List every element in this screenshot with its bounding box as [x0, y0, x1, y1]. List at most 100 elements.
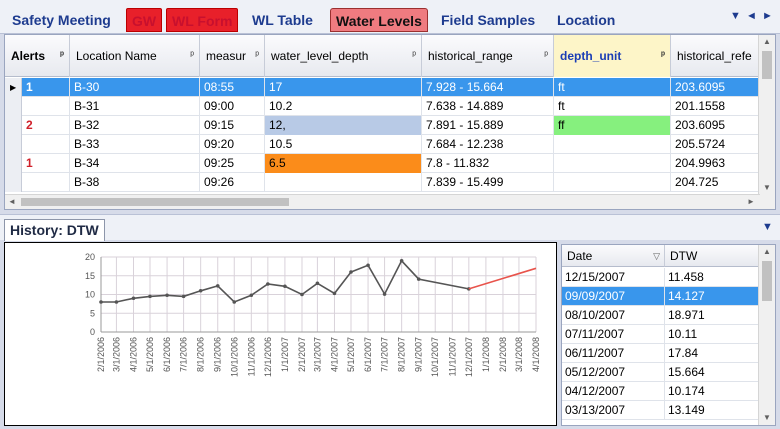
- tab-field-samples[interactable]: Field Samples: [441, 12, 536, 28]
- cell-date[interactable]: 07/11/2007: [562, 325, 665, 344]
- cell-date[interactable]: 04/12/2007: [562, 382, 665, 401]
- cell-depth-unit[interactable]: ff: [554, 116, 671, 135]
- table-row[interactable]: B-33 09:20 10.5 7.684 - 12.238 205.5724: [5, 135, 775, 154]
- cell-location-name[interactable]: B-31: [70, 97, 200, 116]
- tab-wl-form[interactable]: WL Form: [166, 8, 239, 32]
- cell-location-name[interactable]: B-33: [70, 135, 200, 154]
- cell-depth-unit[interactable]: [554, 173, 671, 192]
- history-vertical-scrollbar[interactable]: ▲ ▼: [758, 245, 775, 425]
- column-header-location-name[interactable]: Location Name ᵖ: [70, 35, 200, 77]
- grid-horizontal-scroll-thumb[interactable]: [21, 198, 289, 206]
- cell-measure-time[interactable]: 09:20: [200, 135, 265, 154]
- cell-dtw[interactable]: 10.174: [665, 382, 760, 401]
- scroll-right-icon[interactable]: ►: [747, 197, 755, 206]
- tab-history-dtw[interactable]: History: DTW: [4, 219, 105, 241]
- row-selector[interactable]: [5, 173, 22, 192]
- cell-depth-unit[interactable]: ft: [554, 97, 671, 116]
- cell-water-level-depth[interactable]: [265, 173, 422, 192]
- list-item[interactable]: 06/11/2007 17.84: [562, 344, 760, 363]
- row-selector[interactable]: ▶: [5, 78, 22, 97]
- cell-dtw[interactable]: 13.149: [665, 401, 760, 420]
- cell-alerts[interactable]: [22, 97, 70, 116]
- scroll-left-icon[interactable]: ◄: [8, 197, 16, 206]
- tab-safety-meeting[interactable]: Safety Meeting: [12, 12, 111, 28]
- cell-date[interactable]: 09/09/2007: [562, 287, 665, 306]
- filter-icon[interactable]: ▽: [653, 251, 660, 261]
- list-item[interactable]: 12/15/2007 11.458: [562, 268, 760, 287]
- cell-measure-time[interactable]: 09:15: [200, 116, 265, 135]
- list-item[interactable]: 05/12/2007 15.664: [562, 363, 760, 382]
- scroll-up-icon[interactable]: ▲: [763, 247, 771, 256]
- tab-list-dropdown-icon[interactable]: ▼: [730, 10, 741, 22]
- table-row[interactable]: B-38 09:26 7.839 - 15.499 204.725: [5, 173, 775, 192]
- cell-water-level-depth[interactable]: 17: [265, 78, 422, 97]
- cell-date[interactable]: 05/12/2007: [562, 363, 665, 382]
- column-header-dtw[interactable]: DTW: [665, 245, 760, 267]
- pin-icon[interactable]: ᵖ: [544, 50, 548, 61]
- cell-historical-range[interactable]: 7.839 - 15.499: [422, 173, 554, 192]
- cell-water-level-depth[interactable]: 6.5: [265, 154, 422, 173]
- cell-water-level-depth[interactable]: 10.2: [265, 97, 422, 116]
- scroll-up-icon[interactable]: ▲: [763, 37, 771, 46]
- table-row[interactable]: B-31 09:00 10.2 7.638 - 14.889 ft 201.1558: [5, 97, 775, 116]
- cell-historical-reference[interactable]: 201.1558: [671, 97, 775, 116]
- row-selector[interactable]: [5, 135, 22, 154]
- list-item[interactable]: 07/11/2007 10.11: [562, 325, 760, 344]
- list-item[interactable]: 03/13/2007 13.149: [562, 401, 760, 420]
- pin-icon[interactable]: ᵖ: [190, 50, 194, 61]
- list-item[interactable]: 08/10/2007 18.971: [562, 306, 760, 325]
- row-selector[interactable]: [5, 116, 22, 135]
- cell-location-name[interactable]: B-38: [70, 173, 200, 192]
- cell-depth-unit[interactable]: [554, 154, 671, 173]
- cell-measure-time[interactable]: 09:26: [200, 173, 265, 192]
- cell-dtw[interactable]: 10.11: [665, 325, 760, 344]
- history-dropdown-icon[interactable]: ▼: [762, 221, 773, 233]
- list-item[interactable]: 09/09/2007 14.127: [562, 287, 760, 306]
- tab-location[interactable]: Location: [557, 12, 616, 28]
- cell-dtw[interactable]: 14.127: [665, 287, 760, 306]
- cell-historical-reference[interactable]: 203.6095: [671, 116, 775, 135]
- scroll-down-icon[interactable]: ▼: [763, 183, 771, 192]
- cell-location-name[interactable]: B-32: [70, 116, 200, 135]
- cell-dtw[interactable]: 18.971: [665, 306, 760, 325]
- cell-date[interactable]: 06/11/2007: [562, 344, 665, 363]
- cell-alerts[interactable]: [22, 173, 70, 192]
- cell-alerts[interactable]: [22, 135, 70, 154]
- history-vertical-scroll-thumb[interactable]: [762, 261, 772, 301]
- pin-icon[interactable]: ᵖ: [255, 50, 259, 61]
- grid-vertical-scroll-thumb[interactable]: [762, 51, 772, 79]
- cell-historical-reference[interactable]: 205.5724: [671, 135, 775, 154]
- column-header-historical-reference[interactable]: historical_refe: [671, 35, 775, 77]
- cell-historical-reference[interactable]: 203.6095: [671, 78, 775, 97]
- row-selector[interactable]: [5, 97, 22, 116]
- cell-measure-time[interactable]: 08:55: [200, 78, 265, 97]
- cell-dtw[interactable]: 11.458: [665, 268, 760, 287]
- cell-alerts[interactable]: 1: [22, 154, 70, 173]
- cell-historical-range[interactable]: 7.638 - 14.889: [422, 97, 554, 116]
- cell-historical-range[interactable]: 7.8 - 11.832: [422, 154, 554, 173]
- pin-icon[interactable]: ᵖ: [60, 50, 64, 61]
- cell-depth-unit[interactable]: [554, 135, 671, 154]
- row-selector[interactable]: [5, 154, 22, 173]
- table-row[interactable]: ▶ 1 B-30 08:55 17 7.928 - 15.664 ft 203.6095: [5, 78, 775, 97]
- tab-water-levels[interactable]: Water Levels: [330, 8, 428, 32]
- cell-date[interactable]: 08/10/2007: [562, 306, 665, 325]
- tab-wl-table[interactable]: WL Table: [252, 12, 313, 28]
- table-row[interactable]: 1 B-34 09:25 6.5 7.8 - 11.832 204.9963: [5, 154, 775, 173]
- tab-gw[interactable]: GW: [126, 8, 163, 32]
- cell-dtw[interactable]: 15.664: [665, 363, 760, 382]
- column-header-date[interactable]: Date ▽: [562, 245, 665, 267]
- cell-date[interactable]: 03/13/2007: [562, 401, 665, 420]
- tab-prev-icon[interactable]: ◄: [746, 10, 757, 22]
- column-header-water-level-depth[interactable]: water_level_depth ᵖ: [265, 35, 422, 77]
- tab-next-icon[interactable]: ►: [762, 10, 773, 22]
- column-header-alerts[interactable]: Alerts ᵖ: [5, 35, 70, 77]
- list-item[interactable]: 04/12/2007 10.174: [562, 382, 760, 401]
- cell-location-name[interactable]: B-30: [70, 78, 200, 97]
- cell-historical-reference[interactable]: 204.9963: [671, 154, 775, 173]
- cell-water-level-depth[interactable]: 10.5: [265, 135, 422, 154]
- cell-dtw[interactable]: 17.84: [665, 344, 760, 363]
- column-header-historical-range[interactable]: historical_range ᵖ: [422, 35, 554, 77]
- table-row[interactable]: 2 B-32 09:15 12, 7.891 - 15.889 ff 203.6095: [5, 116, 775, 135]
- cell-measure-time[interactable]: 09:25: [200, 154, 265, 173]
